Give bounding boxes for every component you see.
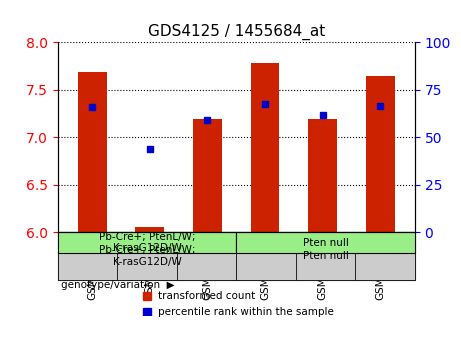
Bar (193, 119, 222, 232)
Text: Pb-Cre+; PtenL/W;
K-rasG12D/W: Pb-Cre+; PtenL/W; K-rasG12D/W (99, 245, 195, 267)
FancyBboxPatch shape (296, 253, 355, 280)
Text: transformed count: transformed count (158, 291, 255, 301)
Text: genotype/variation  ▶: genotype/variation ▶ (61, 280, 175, 290)
Bar (78, 72, 106, 232)
FancyBboxPatch shape (355, 253, 415, 280)
FancyBboxPatch shape (117, 253, 177, 280)
Bar (366, 76, 395, 232)
FancyBboxPatch shape (58, 232, 236, 280)
Title: GDS4125 / 1455684_at: GDS4125 / 1455684_at (148, 23, 325, 40)
FancyBboxPatch shape (58, 232, 236, 253)
FancyBboxPatch shape (236, 253, 296, 280)
Text: Pten null: Pten null (302, 251, 349, 261)
FancyBboxPatch shape (236, 232, 415, 253)
Bar (308, 119, 337, 232)
Bar (136, 227, 164, 232)
Text: percentile rank within the sample: percentile rank within the sample (158, 307, 334, 316)
Text: Pb-Cre+; PtenL/W;
K-rasG12D/W: Pb-Cre+; PtenL/W; K-rasG12D/W (99, 232, 195, 253)
FancyBboxPatch shape (58, 253, 117, 280)
Text: Pten null: Pten null (302, 238, 349, 247)
FancyBboxPatch shape (236, 232, 415, 280)
Bar (251, 63, 279, 232)
FancyBboxPatch shape (177, 253, 236, 280)
